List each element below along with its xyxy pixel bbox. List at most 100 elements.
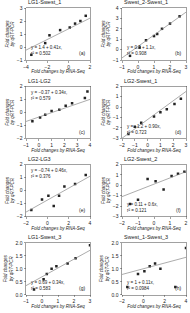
svg-text:LG2-Swest_2: LG2-Swest_2 [124, 156, 157, 162]
svg-text:1: 1 [153, 64, 156, 70]
svg-text:2: 2 [73, 298, 76, 304]
svg-text:(h): (h) [175, 285, 181, 291]
svg-text:LG2-LG3: LG2-LG3 [28, 156, 51, 162]
svg-text:2: 2 [20, 83, 23, 89]
svg-text:0: 0 [116, 182, 119, 188]
svg-text:−1: −1 [17, 57, 23, 63]
svg-text:y = 0.69 + 0.34x,r² = 0.583: y = 0.69 + 0.34x,r² = 0.583 [31, 280, 65, 291]
svg-text:1: 1 [57, 298, 60, 304]
svg-text:1: 1 [20, 31, 23, 37]
svg-text:0.0: 0.0 [16, 292, 23, 298]
svg-text:1.5: 1.5 [16, 253, 23, 259]
svg-text:y = 0.3 + 1.1x,r² = 0.908: y = 0.3 + 1.1x,r² = 0.908 [127, 45, 156, 56]
svg-text:−3: −3 [113, 213, 119, 219]
svg-text:1: 1 [116, 172, 119, 178]
svg-text:1: 1 [169, 220, 172, 226]
svg-text:0.0: 0.0 [112, 292, 119, 298]
svg-text:0: 0 [116, 46, 119, 52]
svg-text:1: 1 [20, 96, 23, 102]
svg-text:2.0: 2.0 [112, 240, 119, 246]
svg-text:(d): (d) [175, 129, 181, 135]
svg-text:2: 2 [63, 142, 66, 148]
svg-text:2: 2 [169, 64, 172, 70]
svg-text:2: 2 [67, 220, 70, 226]
svg-text:3: 3 [185, 64, 188, 70]
svg-text:−2: −2 [119, 298, 125, 304]
svg-text:Fold changesby qRT-PCR: Fold changesby qRT-PCR [5, 20, 16, 48]
svg-text:3: 3 [76, 142, 79, 148]
svg-text:Fold changes by RNA-Seq: Fold changes by RNA-Seq [127, 304, 181, 309]
svg-text:Swest_1-Swest_3: Swest_1-Swest_3 [124, 234, 168, 240]
svg-text:−1: −1 [17, 200, 23, 206]
svg-text:2: 2 [185, 220, 188, 226]
svg-text:3: 3 [185, 142, 188, 148]
svg-text:−1: −1 [113, 114, 119, 120]
svg-text:2.0: 2.0 [16, 240, 23, 246]
svg-text:(e): (e) [79, 207, 85, 213]
svg-text:3: 3 [89, 298, 92, 304]
svg-text:Fold changesby qRT-PCR: Fold changesby qRT-PCR [101, 176, 112, 204]
svg-text:2: 2 [163, 298, 166, 304]
svg-text:0: 0 [20, 109, 23, 115]
svg-text:4: 4 [116, 5, 119, 11]
svg-text:y = 0.11 + 0.6x,r² = 0.121: y = 0.11 + 0.6x,r² = 0.121 [127, 202, 158, 213]
svg-text:LG1-Swest_1: LG1-Swest_1 [28, 0, 61, 5]
svg-text:1: 1 [50, 142, 53, 148]
svg-text:LG1-LG2: LG1-LG2 [28, 78, 51, 84]
svg-text:1: 1 [116, 36, 119, 42]
svg-text:2: 2 [20, 161, 23, 167]
svg-text:−1: −1 [135, 220, 141, 226]
svg-text:Fold changes by RNA-Seq: Fold changes by RNA-Seq [31, 226, 85, 231]
svg-text:4: 4 [89, 220, 92, 226]
svg-text:2: 2 [116, 26, 119, 32]
svg-text:3: 3 [20, 5, 23, 11]
svg-text:−1: −1 [23, 298, 29, 304]
svg-text:−2: −2 [119, 220, 125, 226]
svg-text:−1: −1 [113, 192, 119, 198]
svg-text:1.0: 1.0 [16, 266, 23, 272]
svg-text:y = −1.2 + 0.90x,r² = 0.723: y = −1.2 + 0.90x,r² = 0.723 [127, 124, 161, 135]
svg-text:1: 1 [20, 174, 23, 180]
svg-text:−1: −1 [132, 142, 138, 148]
svg-text:0: 0 [153, 220, 156, 226]
svg-text:2: 2 [116, 83, 119, 89]
svg-text:−2: −2 [23, 220, 29, 226]
svg-text:4: 4 [89, 142, 92, 148]
svg-text:Fold changesby qRT-PCR: Fold changesby qRT-PCR [5, 98, 16, 126]
svg-text:4: 4 [185, 298, 188, 304]
svg-text:Fold changes by RNA-Seq: Fold changes by RNA-Seq [127, 70, 181, 75]
svg-text:0: 0 [46, 220, 49, 226]
svg-text:Fold changes by RNA-Seq: Fold changes by RNA-Seq [31, 70, 85, 75]
svg-text:1.0: 1.0 [112, 266, 119, 272]
svg-text:y = 1.4 + 0.41x,r² = 0.502: y = 1.4 + 0.41x,r² = 0.502 [31, 45, 62, 56]
svg-text:0: 0 [67, 64, 70, 70]
svg-text:−1: −1 [119, 64, 125, 70]
svg-text:0: 0 [41, 298, 44, 304]
svg-text:−2: −2 [44, 64, 50, 70]
svg-text:2: 2 [20, 18, 23, 24]
svg-text:0.5: 0.5 [112, 279, 119, 285]
svg-text:LG2-Swest_1: LG2-Swest_1 [124, 78, 157, 84]
svg-text:0: 0 [142, 298, 145, 304]
svg-text:−2: −2 [113, 125, 119, 131]
svg-text:−1: −1 [17, 122, 23, 128]
svg-text:0: 0 [20, 44, 23, 50]
svg-text:y = −0.37 + 0.34x,r² = 0.579: y = −0.37 + 0.34x,r² = 0.579 [31, 90, 67, 101]
svg-text:y = −0.74 + 0.46x,r² = 0.376: y = −0.74 + 0.46x,r² = 0.376 [31, 168, 67, 179]
svg-text:2: 2 [116, 161, 119, 167]
svg-text:Fold changes by RNA-Seq: Fold changes by RNA-Seq [127, 226, 181, 231]
svg-text:Swest_2-Swest_1: Swest_2-Swest_1 [124, 0, 168, 5]
svg-text:0.5: 0.5 [16, 279, 23, 285]
svg-text:0: 0 [37, 142, 40, 148]
svg-text:1.5: 1.5 [112, 253, 119, 259]
svg-text:−2: −2 [113, 203, 119, 209]
svg-text:Fold changesby qRT-PCR: Fold changesby qRT-PCR [5, 176, 16, 204]
svg-text:3: 3 [116, 15, 119, 21]
svg-text:−1: −1 [113, 57, 119, 63]
svg-text:1: 1 [159, 142, 162, 148]
svg-text:LG1-Swest_3: LG1-Swest_3 [28, 234, 61, 240]
svg-text:−4: −4 [23, 64, 29, 70]
svg-text:Fold changesby qRT-PCR: Fold changesby qRT-PCR [101, 98, 112, 126]
svg-text:Fold changes by RNA-Seq: Fold changes by RNA-Seq [127, 148, 181, 153]
svg-text:−1: −1 [23, 142, 29, 148]
